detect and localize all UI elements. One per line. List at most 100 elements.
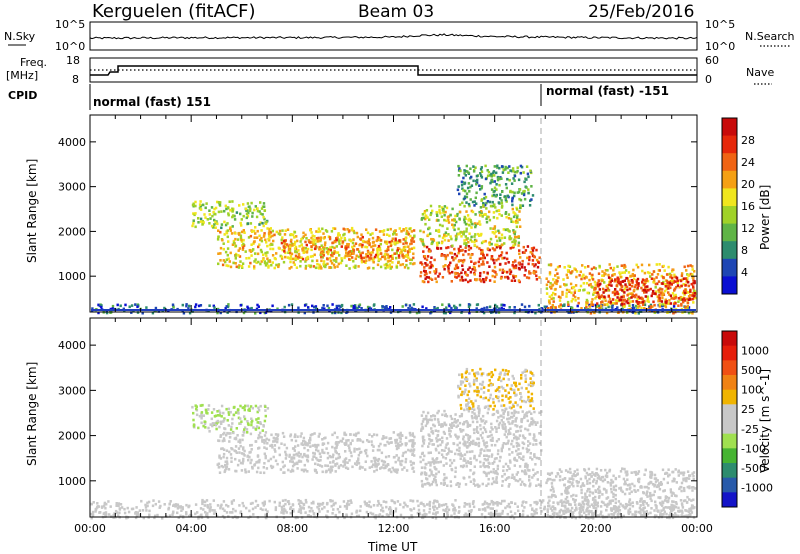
data-cell <box>282 509 285 513</box>
data-cell <box>628 287 632 291</box>
data-cell <box>515 459 519 462</box>
data-cell <box>219 457 223 460</box>
data-cell <box>199 200 202 203</box>
data-cell <box>531 194 535 197</box>
data-cell <box>489 181 492 185</box>
data-cell <box>484 213 487 216</box>
data-cell <box>493 203 496 206</box>
data-cell <box>254 232 257 235</box>
data-cell <box>370 443 374 447</box>
data-cell <box>270 310 273 313</box>
data-cell <box>636 307 639 311</box>
data-cell <box>265 220 268 224</box>
data-cell <box>393 501 397 505</box>
data-cell <box>461 454 464 458</box>
data-cell <box>327 306 331 310</box>
data-cell <box>283 305 286 309</box>
data-cell <box>437 461 440 464</box>
data-cell <box>651 305 654 309</box>
data-cell <box>671 279 674 283</box>
data-cell <box>296 467 299 470</box>
data-cell <box>574 295 577 299</box>
data-cell <box>396 241 399 245</box>
data-cell <box>497 423 501 426</box>
colorbar-segment <box>722 258 737 277</box>
data-cell <box>315 259 319 262</box>
data-cell <box>475 181 479 184</box>
data-cell <box>517 509 520 513</box>
data-cell <box>481 215 484 218</box>
data-cell <box>246 404 250 408</box>
data-cell <box>273 440 277 443</box>
data-cell <box>425 258 429 262</box>
data-cell <box>381 305 385 308</box>
data-cell <box>229 251 232 255</box>
data-cell <box>241 406 244 410</box>
data-cell <box>430 470 433 473</box>
data-cell <box>347 245 350 249</box>
data-cell <box>293 243 296 247</box>
noise-left-tick-bottom: 10^0 <box>55 40 85 53</box>
data-cell <box>215 514 219 518</box>
data-cell <box>335 238 338 242</box>
data-cell <box>263 209 266 212</box>
data-cell <box>316 505 319 509</box>
data-cell <box>227 264 230 268</box>
data-cell <box>431 480 435 484</box>
data-cell <box>406 505 409 508</box>
data-cell <box>253 260 256 263</box>
data-cell <box>144 506 148 509</box>
data-cell <box>679 295 682 299</box>
data-cell <box>467 202 471 206</box>
data-cell <box>531 507 534 510</box>
data-cell <box>575 275 578 279</box>
data-cell <box>459 245 462 248</box>
data-cell <box>662 280 665 284</box>
data-cell <box>258 210 261 213</box>
data-cell <box>467 303 471 306</box>
data-cell <box>202 203 205 207</box>
data-cell <box>307 306 310 309</box>
data-cell <box>532 474 536 477</box>
data-cell <box>224 260 227 264</box>
data-cell <box>220 226 223 230</box>
data-cell <box>433 270 436 273</box>
data-cell <box>382 435 385 438</box>
data-cell <box>338 510 341 514</box>
data-cell <box>275 437 278 440</box>
data-cell <box>521 410 524 413</box>
data-cell <box>216 222 219 226</box>
data-cell <box>559 285 562 288</box>
data-cell <box>642 503 645 506</box>
data-cell <box>640 286 643 290</box>
data-cell <box>408 258 412 261</box>
data-cell <box>516 166 519 169</box>
data-cell <box>264 251 267 255</box>
data-cell <box>405 469 409 472</box>
freq-tick-bottom: 8 <box>72 73 79 86</box>
data-cell <box>312 241 315 245</box>
data-cell <box>238 204 241 207</box>
data-cell <box>384 249 387 253</box>
data-cell <box>432 506 435 509</box>
data-cell <box>352 229 355 233</box>
data-cell <box>401 459 404 463</box>
data-cell <box>465 210 468 213</box>
data-cell <box>618 271 621 274</box>
data-cell <box>442 455 445 459</box>
data-cell <box>318 230 322 233</box>
data-cell <box>527 188 530 191</box>
data-cell <box>240 240 244 243</box>
data-cell <box>516 505 519 508</box>
data-cell <box>504 198 508 202</box>
data-cell <box>480 174 483 177</box>
data-cell <box>671 270 674 273</box>
data-cell <box>347 503 351 506</box>
data-cell <box>671 292 675 295</box>
data-cell <box>605 311 609 315</box>
data-cell <box>421 444 424 448</box>
data-cell <box>267 266 270 269</box>
data-cell <box>464 235 467 238</box>
data-cell <box>465 461 468 465</box>
data-cell <box>284 509 287 512</box>
